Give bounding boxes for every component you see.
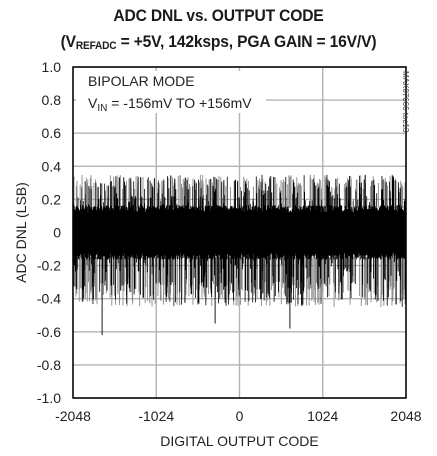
y-tick-label: 0.6: [42, 125, 62, 141]
y-tick-label: -0.8: [37, 357, 61, 373]
annotation-background: [76, 71, 266, 113]
y-tick-label: -0.6: [37, 324, 61, 340]
y-tick-label: -0.4: [37, 291, 61, 307]
chart-title: ADC DNL vs. OUTPUT CODE: [113, 6, 324, 25]
annotation-mode: BIPOLAR MODE: [88, 73, 195, 89]
y-tick-label: -0.2: [37, 258, 61, 274]
y-tick-labels: 1.0 0.8 0.6 0.4 0.2 0 -0.2 -0.4 -0.6 -0.8 -1.0: [37, 59, 61, 406]
x-tick-label: 1024: [307, 408, 338, 424]
x-axis-label: DIGITAL OUTPUT CODE: [160, 433, 318, 449]
annotation-input-range: VIN = -156mV TO +156mV: [88, 95, 252, 114]
x-tick-label: 2048: [390, 408, 421, 424]
y-tick-label: 0.4: [42, 158, 62, 174]
figure-id-label: MAX07666 toc13: [401, 71, 410, 133]
chart-subtitle: (VREFADC = +5V, 142ksps, PGA GAIN = 16V/…: [60, 32, 377, 52]
x-tick-labels: -2048 -1024 0 1024 2048: [55, 408, 422, 424]
y-tick-label: 0: [53, 225, 61, 241]
y-tick-label: 0.2: [42, 191, 62, 207]
x-tick-label: -1024: [138, 408, 174, 424]
y-tick-label: -1.0: [37, 390, 61, 406]
x-tick-label: -2048: [55, 408, 91, 424]
plot-frame: [72, 66, 407, 399]
y-axis-label: ADC DNL (LSB): [13, 182, 29, 283]
y-tick-label: 0.8: [42, 92, 62, 108]
x-tick-label: 0: [236, 408, 244, 424]
y-tick-label: 1.0: [42, 59, 62, 75]
